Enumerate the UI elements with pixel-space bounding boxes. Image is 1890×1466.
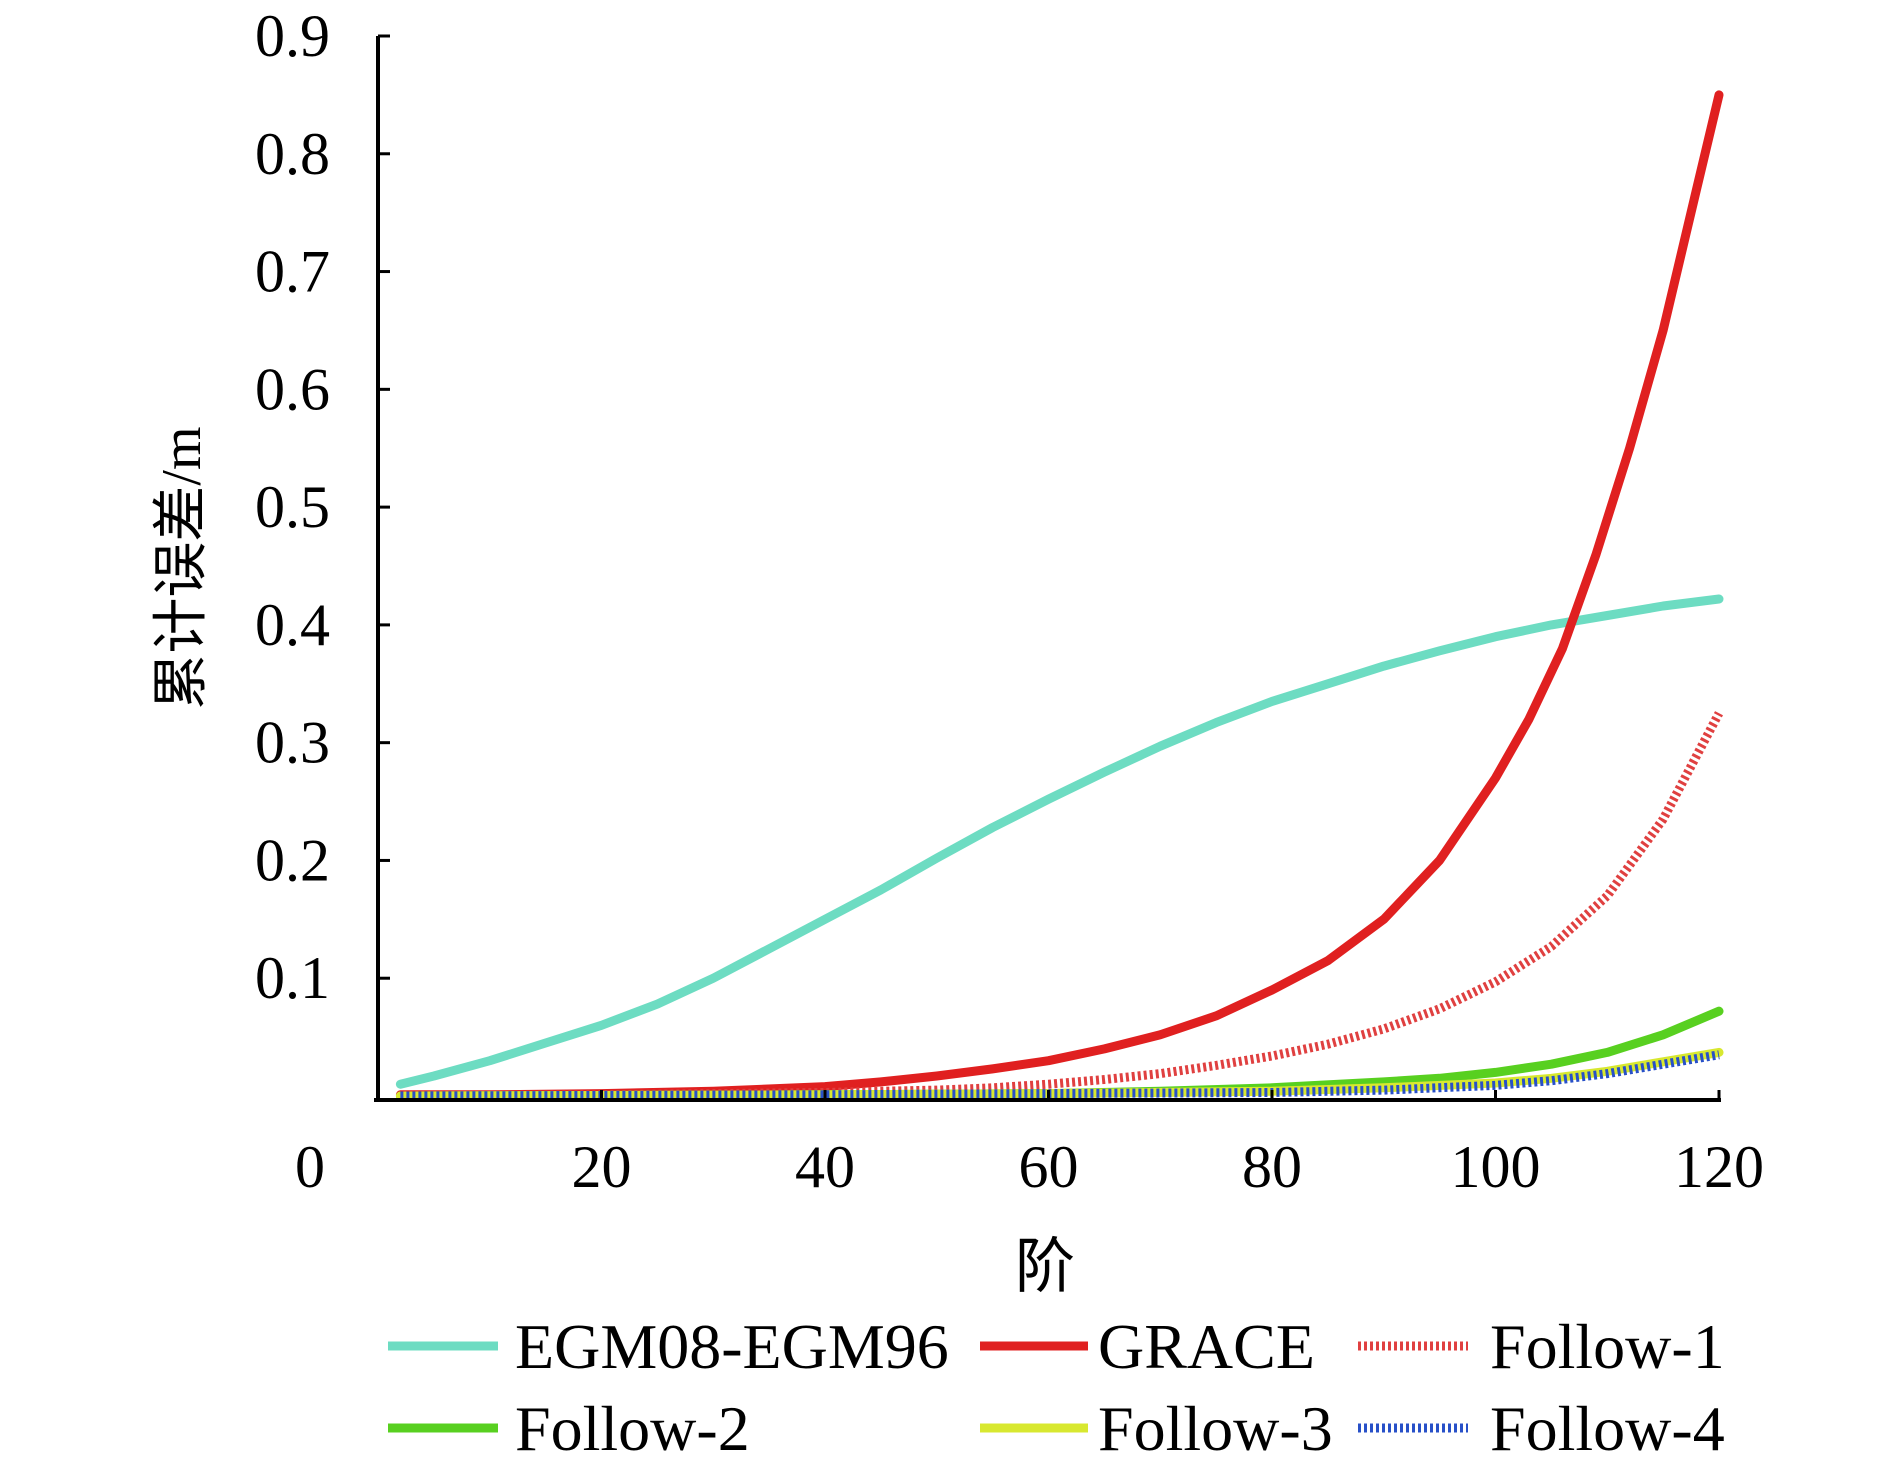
x-axis-label: 阶 bbox=[1015, 1234, 1075, 1300]
y-ticks: 0.1 0.2 0.3 0.4 0.5 0.6 0.7 0.8 0.9 bbox=[255, 3, 390, 1011]
legend-label: Follow-1 bbox=[1490, 1311, 1725, 1382]
y-axis-label: 累计误差/m bbox=[151, 426, 213, 709]
plot-lines bbox=[395, 90, 1724, 1101]
series-line-follow-4 bbox=[400, 1050, 1720, 1101]
x-tick-label: 60 bbox=[1019, 1134, 1079, 1200]
y-tick-label: 0.2 bbox=[255, 827, 330, 893]
x-tick-label: 0 bbox=[295, 1134, 325, 1200]
legend-label: Follow-2 bbox=[515, 1393, 750, 1464]
x-tick-label: 40 bbox=[795, 1134, 855, 1200]
x-ticks: 0 20 40 60 80 100 120 bbox=[295, 1090, 1764, 1200]
x-tick-label: 80 bbox=[1242, 1134, 1302, 1200]
series-line-follow-1 bbox=[400, 711, 1723, 1101]
axes bbox=[374, 36, 1721, 1102]
series-line-egm08-egm96 bbox=[395, 594, 1724, 1089]
y-tick-label: 0.8 bbox=[255, 121, 330, 187]
y-tick-label: 0.7 bbox=[255, 239, 330, 305]
x-tick-label: 100 bbox=[1451, 1134, 1541, 1200]
legend-label: Follow-3 bbox=[1098, 1393, 1333, 1464]
y-tick-label: 0.5 bbox=[255, 474, 330, 540]
series-line-grace bbox=[395, 90, 1724, 1100]
y-tick-label: 0.3 bbox=[255, 710, 330, 776]
y-tick-label: 0.9 bbox=[255, 3, 330, 69]
x-tick-label: 20 bbox=[572, 1134, 632, 1200]
legend-label: GRACE bbox=[1098, 1311, 1315, 1382]
legend-label: EGM08-EGM96 bbox=[515, 1311, 949, 1382]
legend-label: Follow-4 bbox=[1490, 1393, 1725, 1464]
x-tick-label: 120 bbox=[1674, 1134, 1764, 1200]
legend: EGM08-EGM96 GRACE Follow-1 Follow-2 Follow-3… bbox=[388, 1311, 1725, 1464]
y-tick-label: 0.6 bbox=[255, 356, 330, 422]
y-tick-label: 0.1 bbox=[255, 945, 330, 1011]
y-tick-label: 0.4 bbox=[255, 592, 330, 658]
